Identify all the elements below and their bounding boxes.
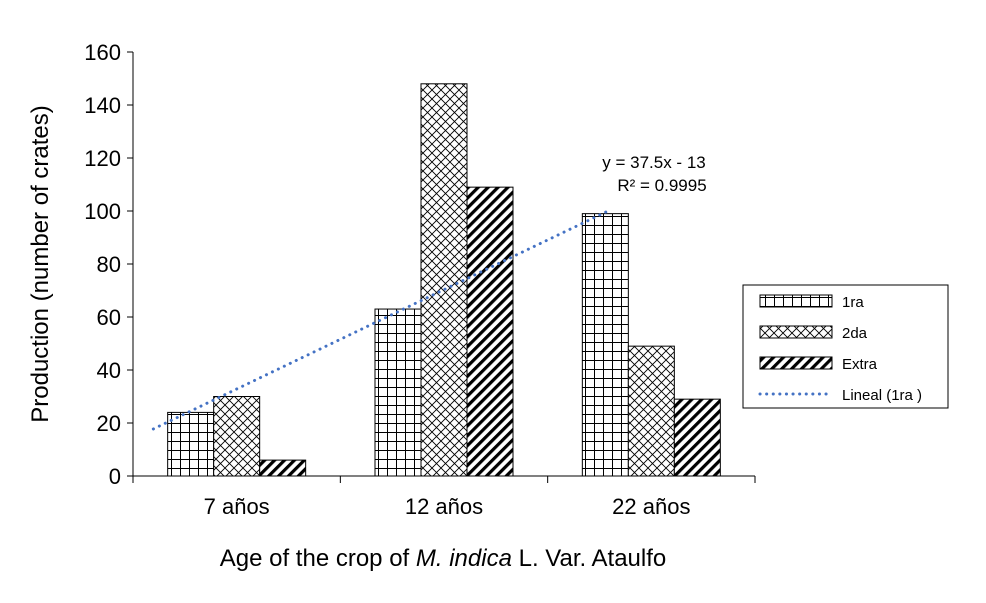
bar-1ra-22-a-os [581, 213, 629, 477]
y-tick-label: 40 [97, 358, 121, 383]
y-tick-label: 60 [97, 305, 121, 330]
bar-1ra-7-a-os [167, 411, 215, 477]
y-tick-label: 140 [84, 93, 121, 118]
bar-extra-12-a-os [466, 186, 514, 477]
bar-2da-22-a-os [627, 345, 675, 477]
trendline [151, 207, 614, 431]
x-axis-title: Age of the crop of M. indica L. Var. Ata… [220, 545, 667, 572]
x-ticks: 7 años 12 años 22 años [132, 476, 756, 519]
legend-items: 1ra 2da Extra Lineal (1ra ) [758, 294, 922, 404]
y-tick-label: 0 [109, 464, 121, 489]
y-tick-label: 120 [84, 146, 121, 171]
legend-label-extra: Extra [842, 356, 878, 373]
y-tick-label: 20 [97, 411, 121, 436]
x-tick-label: 22 años [612, 494, 690, 519]
legend-label-2da: 2da [842, 325, 868, 342]
legend-swatch-1ra [759, 294, 833, 308]
bar-2da-7-a-os [213, 396, 261, 477]
x-axis-title-italic: M. indica [416, 545, 512, 572]
bar-extra-22-a-os [673, 398, 721, 477]
legend-label-trendline: Lineal (1ra ) [842, 387, 922, 404]
y-axis-title: Production (number of crates) [27, 105, 54, 422]
legend-label-1ra: 1ra [842, 294, 864, 311]
bar-2da-12-a-os [420, 83, 468, 477]
legend: 1ra 2da Extra Lineal (1ra ) [742, 284, 949, 409]
bars-layer [167, 83, 721, 477]
x-axis-title-part1: Age of the crop of [220, 545, 416, 572]
y-tick-label: 160 [84, 40, 121, 65]
x-tick-label: 7 años [204, 494, 270, 519]
trendline-r2: R² = 0.9995 [617, 176, 706, 195]
y-ticks: 0 20 40 60 80 100 120 140 160 [84, 40, 133, 489]
trendline-equation: y = 37.5x - 13 [602, 153, 705, 172]
trendline-layer [151, 207, 614, 431]
x-tick-label: 12 años [405, 494, 483, 519]
bar-1ra-12-a-os [374, 308, 422, 477]
legend-swatch-2da [759, 325, 833, 339]
bar-extra-7-a-os [259, 459, 307, 477]
x-axis-title-part2: L. Var. Ataulfo [512, 545, 666, 572]
legend-swatch-extra [759, 356, 833, 370]
y-tick-label: 100 [84, 199, 121, 224]
y-tick-label: 80 [97, 252, 121, 277]
